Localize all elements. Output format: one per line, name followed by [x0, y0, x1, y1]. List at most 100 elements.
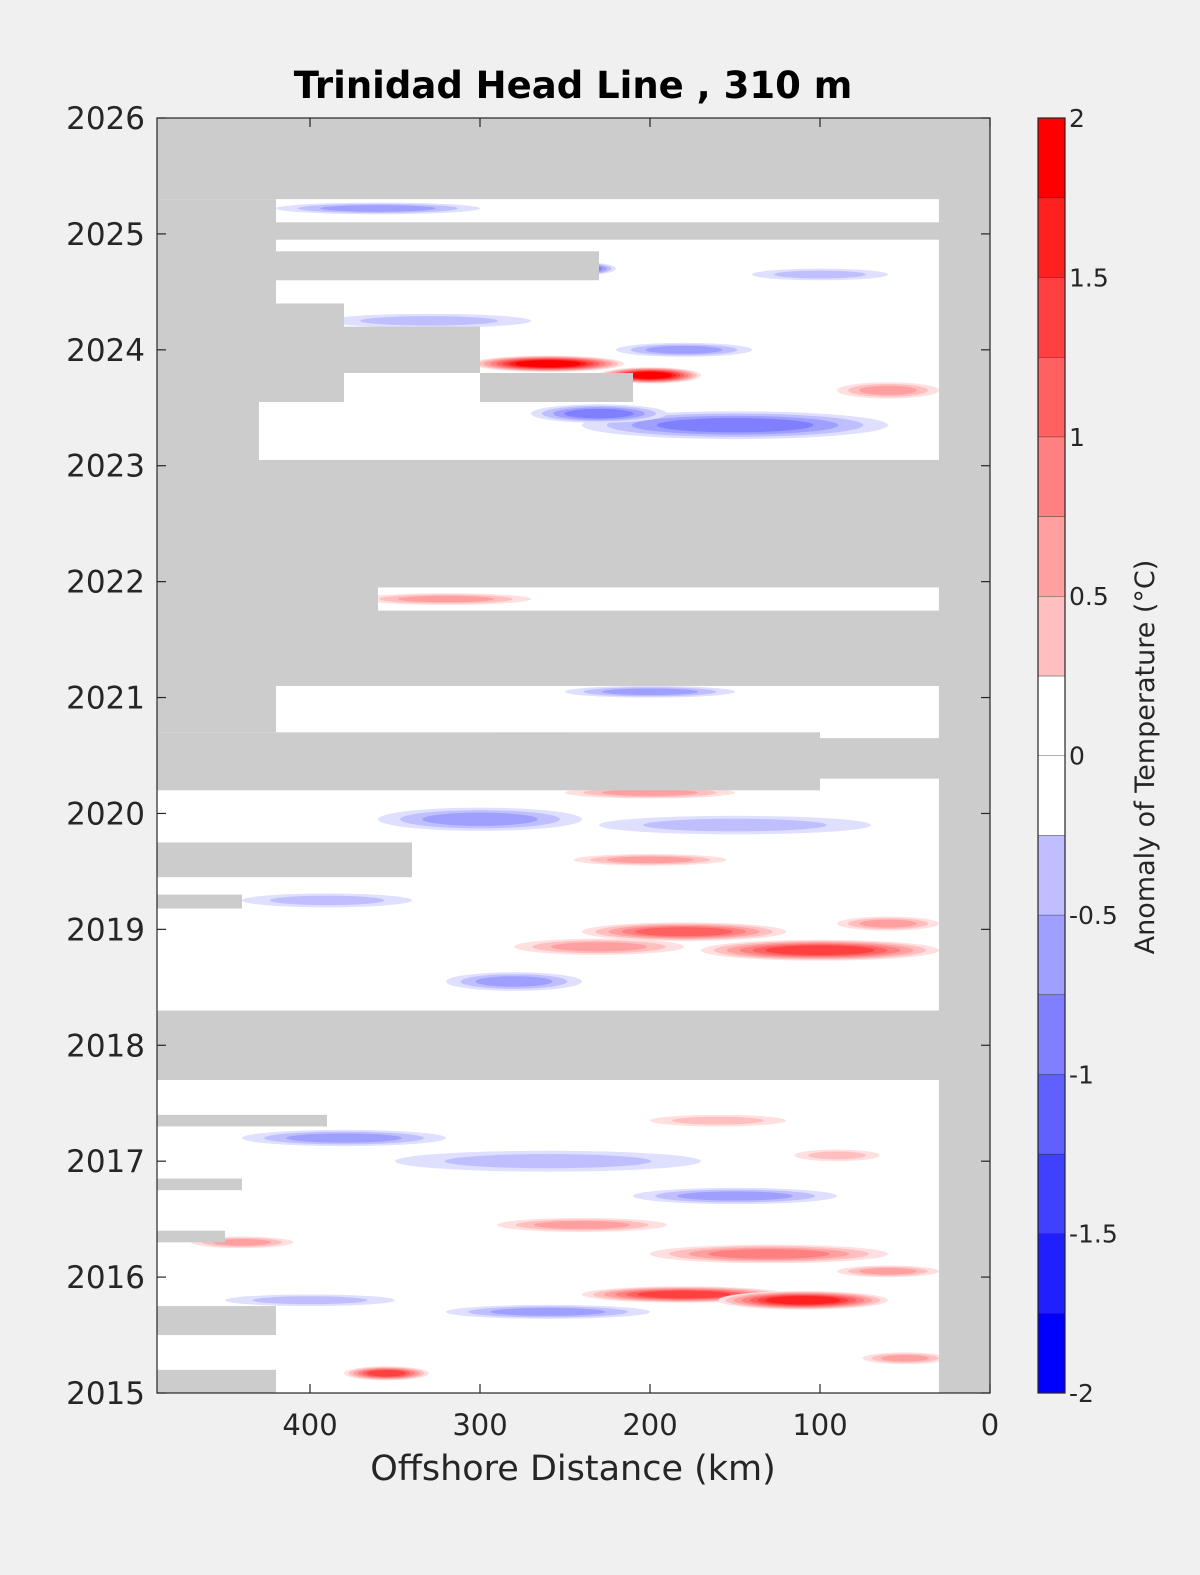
anomaly-contour [708, 1249, 830, 1259]
anomaly-feature [573, 854, 727, 866]
anomaly-contour [645, 345, 723, 354]
missing-data-region [157, 685, 276, 733]
plot-area [157, 118, 990, 1393]
anomaly-contour [859, 1268, 917, 1275]
colorbar-frame [1037, 117, 1066, 1394]
y-tick-label: 2023 [66, 449, 145, 485]
anomaly-contour [765, 945, 875, 956]
anomaly-feature [616, 342, 752, 357]
y-tick-label: 2025 [66, 217, 145, 253]
anomaly-contour [606, 856, 694, 864]
anomaly-contour [422, 812, 538, 826]
colorbar-tick-label: 0 [1069, 742, 1085, 771]
anomaly-contour [765, 1296, 841, 1305]
y-tick-label: 2015 [66, 1376, 145, 1412]
anomaly-feature [531, 404, 667, 423]
y-tick-label: 2026 [66, 101, 145, 137]
anomaly-contour [360, 316, 498, 326]
anomaly-feature [242, 893, 412, 908]
missing-data-region [157, 587, 378, 686]
anomaly-contour [444, 1154, 652, 1169]
anomaly-contour [601, 789, 699, 796]
colorbar-segment [1038, 755, 1065, 836]
anomaly-contour [808, 1151, 866, 1160]
anomaly-contour [656, 418, 814, 433]
missing-data-region [276, 251, 599, 281]
colorbar-segment [1038, 118, 1065, 198]
y-tick-label: 2018 [66, 1028, 145, 1064]
anomaly-contour [367, 1370, 406, 1377]
colorbar-tick-label: -0.5 [1069, 901, 1118, 930]
anomaly-feature [395, 1150, 701, 1172]
missing-data-region [157, 1306, 276, 1336]
anomaly-contour [677, 1191, 793, 1201]
colorbar-segment [1038, 914, 1065, 995]
x-tick-label: 100 [792, 1408, 847, 1442]
y-tick-label: 2022 [66, 565, 145, 601]
missing-data-region [157, 118, 990, 200]
anomaly-feature [276, 202, 480, 215]
colorbar-segment [1038, 1313, 1065, 1393]
missing-data-region [157, 1230, 225, 1243]
anomaly-contour [774, 270, 866, 279]
y-tick-label: 2016 [66, 1260, 145, 1296]
missing-data-region [157, 303, 344, 402]
y-tick-label: 2019 [66, 912, 145, 948]
anomaly-contour [880, 1354, 930, 1362]
colorbar-segment [1038, 197, 1065, 278]
colorbar-segment [1038, 516, 1065, 597]
missing-data-region [378, 610, 939, 686]
anomaly-contour [286, 1133, 402, 1143]
anomaly-feature [599, 367, 701, 384]
anomaly-feature [837, 382, 939, 399]
y-tick-label: 2021 [66, 681, 145, 717]
colorbar-tick-label: 1 [1069, 423, 1085, 452]
anomaly-contour [490, 1307, 606, 1316]
anomaly-contour [320, 205, 436, 212]
colorbar-segment [1038, 436, 1065, 517]
colorbar: 2 1.5 1 0.5 0 -0.5 -1 -1.5 -2 [1037, 104, 1118, 1408]
missing-data-region [939, 118, 990, 1393]
missing-data-region [157, 1114, 327, 1127]
x-tick-label: 400 [282, 1408, 337, 1442]
missing-data-region [157, 1010, 939, 1081]
missing-data-region [276, 222, 939, 240]
anomaly-feature [837, 1265, 939, 1278]
anomaly-contour [859, 919, 917, 928]
colorbar-segment [1038, 835, 1065, 915]
anomaly-feature [650, 1114, 786, 1127]
y-axis: 2015 2016 2017 2018 2019 2020 2021 2022 2023 2024… [66, 101, 990, 1412]
missing-data-region [344, 326, 480, 373]
missing-data-region [480, 373, 633, 402]
y-tick-label: 2017 [66, 1144, 145, 1180]
colorbar-segment [1038, 277, 1065, 358]
missing-data-region [820, 738, 939, 779]
anomaly-contour [672, 1116, 764, 1125]
colorbar-segment [1038, 357, 1065, 437]
anomaly-feature [794, 1149, 880, 1162]
colorbar-segment [1038, 994, 1065, 1075]
x-axis: 400 300 200 100 0 [282, 118, 999, 1442]
plot-frame [156, 117, 991, 1394]
missing-data-region [157, 894, 242, 909]
anomaly-feature [225, 1294, 395, 1307]
anomaly-contour [859, 385, 917, 395]
anomaly-contour [643, 818, 827, 832]
anomaly-feature [446, 1304, 650, 1319]
anomaly-contour [515, 360, 581, 368]
anomaly-feature [514, 938, 684, 955]
anomaly-contour [397, 595, 495, 603]
anomaly-feature [633, 1187, 837, 1205]
anomaly-feature [582, 411, 888, 440]
anomaly-feature [361, 593, 531, 605]
colorbar-tick-label: -1.5 [1069, 1220, 1118, 1249]
anomaly-feature [718, 1291, 888, 1310]
colorbar-tick-label: 0.5 [1069, 582, 1109, 611]
anomaly-feature [497, 1217, 667, 1232]
anomaly-feature [599, 815, 871, 835]
anomaly-feature [344, 1366, 429, 1381]
colorbar-segment [1038, 1074, 1065, 1154]
anomaly-contour [628, 371, 672, 379]
colorbar-tick-label: 1.5 [1069, 263, 1109, 292]
chart-title: Trinidad Head Line , 310 m [294, 64, 853, 107]
